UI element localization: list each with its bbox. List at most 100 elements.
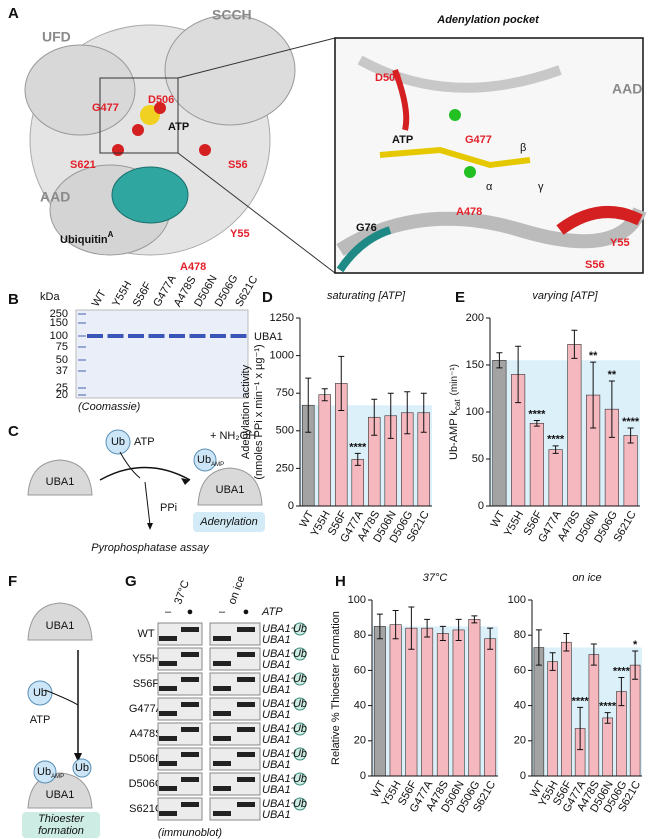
- structure-label: D506: [148, 94, 174, 106]
- ppi: PPi: [160, 502, 177, 514]
- enzyme: UBA1: [46, 789, 75, 801]
- blot-band: [213, 661, 231, 666]
- blot-strip: [209, 697, 261, 721]
- error-bar: [627, 427, 634, 444]
- error-bar: [577, 706, 584, 751]
- significance: *: [633, 639, 638, 651]
- blot-band: [213, 736, 231, 741]
- blot-band: [237, 652, 255, 657]
- significance: ****: [547, 434, 565, 446]
- label-superscript: A: [108, 230, 114, 239]
- ladder-label: 100: [50, 330, 68, 342]
- y-tick-label: 1250: [270, 312, 294, 324]
- y-tick-label: 100: [348, 594, 366, 606]
- y-tick-label: 20: [354, 735, 366, 747]
- blot-band: [213, 711, 231, 716]
- enzyme: UBA1: [46, 476, 75, 488]
- y-tick-label: 0: [478, 500, 484, 512]
- chart-title: on ice: [572, 572, 601, 584]
- blot-strip: [157, 622, 203, 646]
- error-bar: [455, 618, 462, 641]
- axis: [489, 318, 640, 507]
- structure-zoom: [334, 37, 647, 274]
- y-tick-label: 0: [360, 770, 366, 782]
- scheme-f: [22, 602, 100, 838]
- bar: [547, 661, 558, 777]
- error-bar: [404, 391, 411, 435]
- y-tick-label: 750: [276, 387, 294, 399]
- y-tick-label: 100: [466, 406, 484, 418]
- error-bar: [552, 445, 559, 454]
- y-tick-label: 1000: [270, 350, 294, 362]
- blot-label: UBA1: [262, 684, 291, 696]
- amp: AMP: [211, 462, 224, 468]
- bar: [389, 624, 402, 777]
- blot-band: [159, 686, 177, 691]
- ub-amp: UbAMP: [197, 454, 224, 468]
- blot-strip: [209, 722, 261, 746]
- product: Adenylation: [199, 516, 258, 528]
- error-bar: [571, 329, 578, 359]
- structure-label: S56: [228, 159, 248, 171]
- reagent: + NH₂OH: [210, 430, 256, 442]
- y-tick-label: 40: [514, 700, 526, 712]
- blot-label: UBA1~: [262, 623, 298, 635]
- gel-band: [169, 334, 185, 338]
- atp-label: ATP: [261, 606, 283, 618]
- row-label: S56F: [133, 678, 160, 690]
- error-bar: [632, 650, 639, 680]
- bar: [373, 626, 386, 777]
- blot-band: [213, 786, 231, 791]
- blot-label: UBA1~: [262, 673, 298, 685]
- label-text: Adenylation activity: [240, 364, 252, 459]
- ub-icon: [293, 697, 307, 711]
- blot-label: UBA1: [262, 709, 291, 721]
- zoom-label: A478: [456, 206, 482, 218]
- blot-band: [159, 711, 177, 716]
- blot-label: Ub: [293, 723, 307, 735]
- panel-label: F: [8, 573, 17, 590]
- gel-stain: (Coomassie): [78, 401, 141, 413]
- zoom-label: AAD: [612, 81, 642, 97]
- ub-icon: [293, 622, 307, 636]
- y-axis-label: Relative % Thioester Formation: [330, 611, 342, 765]
- blot-band: [181, 752, 199, 757]
- axis: [371, 600, 498, 777]
- panel-title: Adenylation pocket: [436, 14, 540, 26]
- x-tick-label: Y55H: [502, 509, 526, 539]
- zoom-label: Y55: [610, 237, 630, 249]
- error-bar: [387, 392, 394, 439]
- ub: Ub: [75, 762, 89, 774]
- panel-label: G: [125, 573, 137, 590]
- blot-strip: [157, 722, 203, 746]
- ub: Ub: [111, 436, 125, 448]
- atp-sign: –: [165, 606, 172, 618]
- significance: ****: [599, 701, 617, 713]
- blot-band: [159, 736, 177, 741]
- y-tick-label: 150: [466, 359, 484, 371]
- bar: [533, 647, 545, 777]
- zoom-label: β: [520, 142, 526, 154]
- blot-band: [237, 702, 255, 707]
- blot-band: [181, 677, 199, 682]
- significance: ****: [349, 441, 367, 453]
- blot-label: UBA1~: [262, 773, 298, 785]
- label-text: Ubiquitin: [60, 234, 108, 246]
- bar: [623, 435, 638, 507]
- label-text: Ub-AMP k: [448, 410, 460, 460]
- bar: [405, 627, 418, 777]
- error-bar: [338, 355, 345, 411]
- error-bar: [354, 452, 361, 466]
- blot-strip: [157, 797, 203, 821]
- blot-strip: [209, 622, 261, 646]
- error-bar: [305, 377, 312, 433]
- gel-band: [87, 334, 103, 338]
- blot-band: [213, 686, 231, 691]
- significance: **: [608, 369, 617, 381]
- bar: [421, 627, 434, 777]
- row-label: S621C: [129, 803, 163, 815]
- blot-strip: [157, 747, 203, 771]
- bar: [492, 359, 507, 507]
- y-tick-label: 0: [520, 770, 526, 782]
- ub-icon: [293, 772, 307, 786]
